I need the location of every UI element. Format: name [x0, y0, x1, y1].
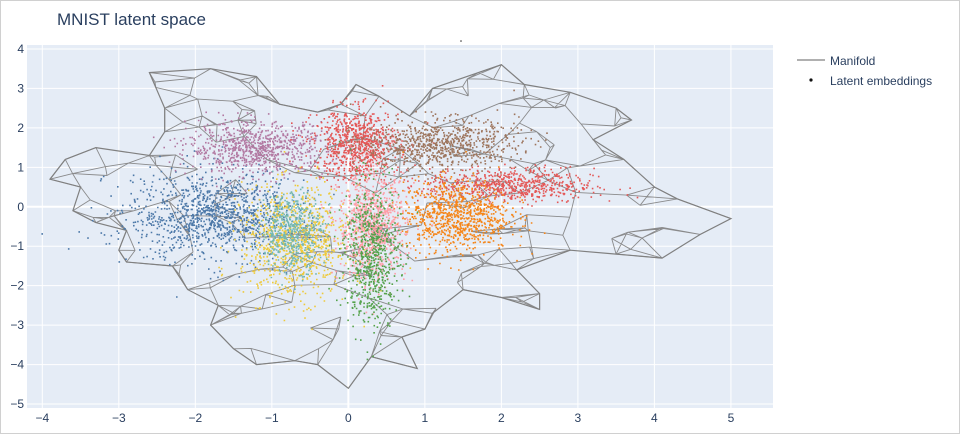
legend-label-manifold: Manifold [830, 54, 875, 68]
x-tick-label: 4 [651, 411, 658, 425]
x-axis-ticks: −4 −3 −2 −1 0 1 2 3 4 5 [35, 411, 734, 425]
embedding-points [328, 140, 419, 361]
x-tick-label: −4 [35, 411, 49, 425]
y-tick-label: −5 [10, 397, 24, 411]
legend[interactable]: Manifold Latent embeddings [797, 54, 932, 88]
chart-title: MNIST latent space [57, 10, 206, 29]
y-tick-label: −2 [10, 279, 24, 293]
embedding-cluster [152, 111, 381, 192]
manifold-lines [48, 64, 733, 390]
embedding-cluster [369, 163, 639, 209]
embedding-cluster [324, 89, 548, 181]
x-tick-label: 3 [575, 411, 582, 425]
y-tick-label: 1 [17, 160, 24, 174]
embedding-cluster [328, 140, 419, 361]
x-tick-label: 2 [498, 411, 505, 425]
x-tick-label: 0 [345, 411, 352, 425]
embedding-points [324, 89, 548, 181]
y-axis-ticks: −5 −4 −3 −2 −1 0 1 2 3 4 [10, 42, 24, 411]
x-tick-label: 5 [728, 411, 735, 425]
y-tick-label: 3 [17, 81, 24, 95]
embedding-points [369, 163, 639, 209]
x-tick-label: −3 [112, 411, 126, 425]
y-tick-label: 2 [17, 121, 24, 135]
embedding-cluster [251, 170, 331, 290]
embedding-points [289, 85, 435, 198]
y-tick-label: −3 [10, 318, 24, 332]
y-tick-label: 0 [17, 200, 24, 214]
legend-label-embeddings: Latent embeddings [830, 74, 932, 88]
embedding-cluster [364, 151, 546, 271]
y-tick-label: −4 [10, 358, 24, 372]
stray-point [460, 40, 462, 42]
y-tick-label: −1 [10, 239, 24, 253]
embedding-points [251, 170, 331, 290]
legend-dot-icon [809, 78, 813, 82]
x-tick-label: −2 [188, 411, 202, 425]
x-tick-label: −1 [265, 411, 279, 425]
embedding-points [364, 151, 546, 271]
embedding-cluster [289, 85, 435, 198]
embedding-points [152, 111, 381, 192]
legend-item-embeddings[interactable]: Latent embeddings [809, 74, 932, 88]
latent-embedding-points [41, 85, 639, 361]
legend-item-manifold[interactable]: Manifold [797, 54, 875, 68]
x-tick-label: 1 [422, 411, 429, 425]
y-tick-label: 4 [17, 42, 24, 56]
